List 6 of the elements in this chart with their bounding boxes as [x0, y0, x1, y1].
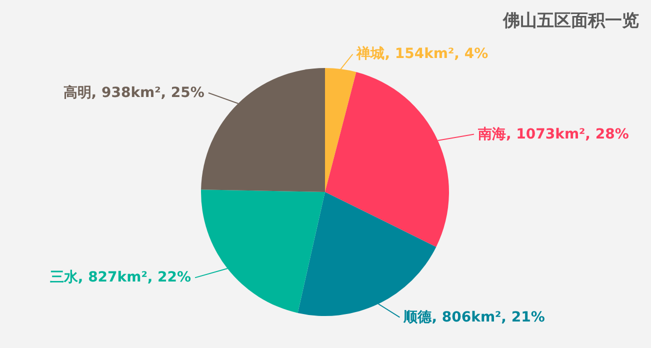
slice-label: 高明, 938km², 25% — [63, 84, 204, 101]
slice-label: 顺德, 806km², 21% — [402, 309, 545, 326]
slice-label: 禅城, 154km², 4% — [356, 45, 488, 62]
slice-label: 南海, 1073km², 28% — [476, 126, 629, 142]
chart-title: 佛山五区面积一览 — [502, 11, 639, 31]
slice-label: 三水, 827km², 22% — [50, 270, 192, 286]
